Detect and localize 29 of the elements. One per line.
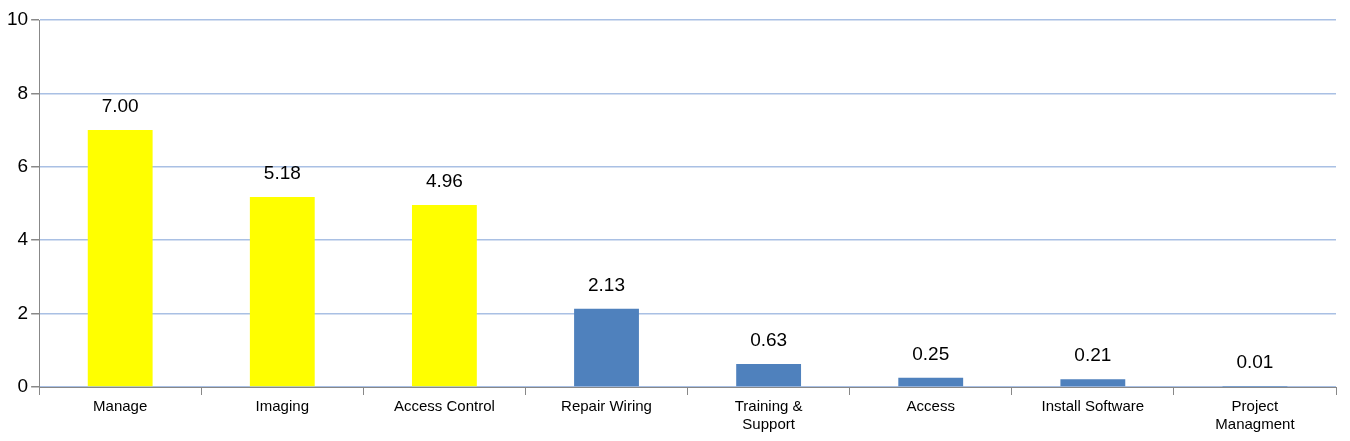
bar	[898, 377, 964, 387]
x-tick-label: Access	[906, 397, 955, 415]
x-tick-label: Imaging	[255, 397, 309, 415]
bar	[1060, 379, 1126, 387]
bar	[249, 196, 315, 387]
bar	[411, 204, 477, 387]
x-tick-label: Manage	[93, 397, 148, 415]
data-label: 4.96	[425, 169, 463, 191]
data-label: 0.21	[1074, 344, 1112, 366]
x-tick-label: Access Control	[393, 397, 495, 415]
bar	[87, 130, 153, 387]
y-tick-label: 6	[17, 155, 29, 177]
y-tick-label: 4	[17, 228, 29, 250]
y-tick-label: 0	[17, 375, 29, 397]
y-tick-label: 10	[6, 8, 29, 30]
bar	[574, 308, 639, 387]
y-tick-label: 2	[17, 301, 29, 323]
data-label: 0.25	[912, 342, 950, 364]
bar	[736, 363, 802, 387]
data-label: 0.01	[1236, 351, 1274, 373]
x-tick-label: Training & Support	[734, 397, 803, 433]
x-tick-label: Repair Wiring	[561, 397, 652, 415]
data-label: 2.13	[588, 273, 625, 295]
data-label: 5.18	[263, 161, 301, 183]
y-tick-label: 8	[17, 81, 29, 103]
data-label: 0.63	[750, 328, 788, 350]
x-tick-label: Install Software	[1041, 397, 1145, 415]
x-tick-label: Project Managment	[1215, 397, 1296, 433]
data-label: 7.00	[101, 94, 139, 116]
